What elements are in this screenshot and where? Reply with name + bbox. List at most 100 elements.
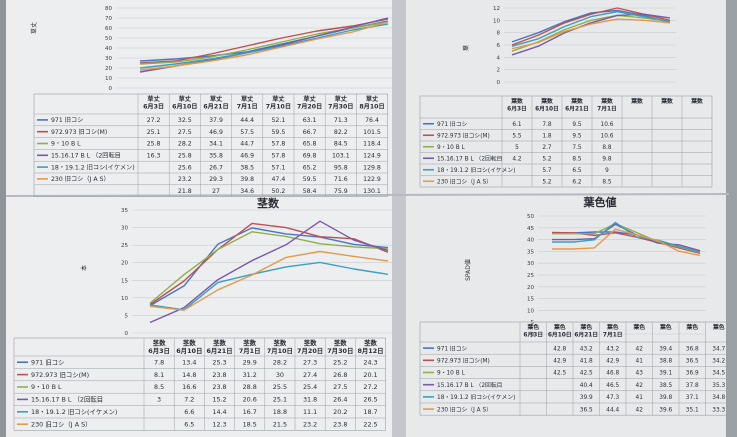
- bottom_left-series-line-4: [149, 220, 389, 324]
- bottom_right-series-line-6: [552, 228, 701, 257]
- bottom_left-table-cell: 30: [276, 371, 284, 379]
- bottom_left-table-cell: 7.2: [184, 396, 194, 404]
- top_left-table-cell: 122.9: [363, 176, 381, 183]
- bottom_left-table-cell: 12.3: [212, 420, 226, 428]
- top_left-y-tick-label: 0: [109, 86, 113, 92]
- top_left-table-header: 草丈 7月20日: [297, 95, 322, 111]
- top_left-table-cell: 63.1: [303, 117, 317, 124]
- bottom_right-table-frame: [419, 321, 733, 416]
- bottom_right-table-header: 葉色: [632, 323, 645, 331]
- top_left-table-header-line: 草丈: [147, 95, 160, 103]
- top_left-table-cell: 25.1: [147, 129, 161, 136]
- bottom_right-table-header: 葉色: [659, 323, 672, 331]
- top_left-table-cell: 129.8: [363, 164, 381, 171]
- top_left-table-header-line: 6月10日: [172, 103, 197, 111]
- bottom_left-table-cell: 11.1: [303, 408, 317, 416]
- bottom_right-legend-label: 18・19.1.2 旧コシ(イケメン): [437, 394, 515, 401]
- top_right-table-cell: 5.2: [542, 156, 552, 162]
- top_left-table-cell: 57.8: [272, 141, 286, 148]
- bottom_right-table-header-line: 葉色: [632, 323, 645, 331]
- top_left-table-cell: 29.3: [209, 176, 223, 183]
- bottom_right-table-header-line: 6月21日: [574, 330, 598, 338]
- bottom_right-table-cell: 43.2: [580, 346, 593, 352]
- top_right-table-header: 葉数 6月21日: [565, 97, 589, 112]
- top_left-table-cell: 69.8: [303, 153, 317, 160]
- top_left-y-tick-label: 10: [105, 76, 112, 82]
- top_left-legend-label: 972.973 旧コシ(M): [51, 129, 107, 136]
- bottom_right-table-cell: 42.5: [553, 371, 566, 377]
- bottom_left-table-cell: 28.2: [273, 358, 287, 366]
- bottom_left-table-frame: [13, 337, 386, 431]
- bottom_left-table-cell: 16.6: [182, 383, 196, 391]
- top_left-table-cell: 46.9: [240, 153, 254, 160]
- top_left-table-cell: 66.7: [303, 129, 317, 136]
- top_right-legend-label: 230 旧コシ（J A S）: [437, 178, 492, 185]
- bottom_right-table-cell: 39.6: [659, 407, 672, 413]
- bottom_right-table-cell: 42: [636, 346, 644, 352]
- right-sheet: [402, 0, 729, 437]
- bottom_right-table-header-line: 6月10日: [548, 330, 572, 338]
- bottom_left-table-cell: 26.8: [333, 371, 347, 379]
- top_right-table-cell: 5: [515, 145, 519, 151]
- top_right-table-cell: 10.6: [601, 133, 614, 139]
- bottom_left-series-line-6: [149, 250, 389, 311]
- top_right-legend-label: 972.973 旧コシ(M): [437, 132, 490, 139]
- bottom_left-table-cell: 27.5: [333, 383, 347, 391]
- top_right-table-cell: 5.7: [542, 168, 552, 174]
- top_right-y-tick-label: 6: [497, 43, 501, 49]
- top_left-y-tick-label: 20: [105, 66, 112, 72]
- bottom_right-table-header-line: 葉色: [659, 323, 672, 331]
- top_left-table-header-line: 草丈: [335, 95, 348, 103]
- top_right-y-tick-label: 0: [497, 80, 501, 86]
- top_right-y-tick-label: 12: [493, 6, 500, 12]
- bottom_left-table-cell: 18.5: [243, 420, 257, 428]
- bottom_left-table-cell: 20.1: [363, 371, 377, 379]
- bottom_left-table-cell: 25.2: [333, 358, 347, 366]
- top_left-table-header: 草丈 7月10日: [266, 95, 291, 111]
- bottom_right-table-header-line: 葉色: [553, 323, 566, 331]
- bottom_left-legend-label: 9・10 B L: [31, 383, 62, 391]
- top_left-table-frame: [33, 93, 388, 197]
- bottom_right-y-tick-label: 5: [531, 320, 535, 326]
- bottom_left-table-cell: 25.1: [273, 396, 287, 404]
- bottom_right-y-tick-label: 15: [527, 297, 534, 303]
- bottom_left-legend-label: 972.973 旧コシ(M): [31, 371, 89, 379]
- top_right-y-axis-label: 葉: [462, 45, 470, 51]
- bottom_left-y-tick-label: 15: [121, 278, 128, 284]
- top_left-table-cell: 75.9: [334, 188, 348, 195]
- top_left-table-header-line: 草丈: [272, 95, 285, 103]
- top_left-table-cell: 57.8: [272, 153, 286, 160]
- top_right-table-cell: 8.5: [602, 179, 612, 185]
- top_left-table-cell: 95.8: [334, 164, 348, 171]
- top_left-table-cell: 58.4: [303, 188, 317, 195]
- bottom_right-table-cell: 36.5: [580, 407, 593, 413]
- bottom_left-y-tick-label: 0: [125, 331, 129, 337]
- bottom_right-table-cell: 43: [636, 371, 644, 377]
- bottom_left-table-cell: 27.2: [363, 383, 377, 391]
- top_left-table-cell: 47.4: [272, 176, 286, 183]
- top_left-table-header: 草丈 7月1日: [237, 95, 258, 111]
- top_right-legend-label: 18・19.1.2 旧コシ(イケメン): [437, 167, 515, 174]
- bottom_right-table-cell: 41: [636, 395, 644, 401]
- top_left-legend-label: 9・10 B L: [51, 141, 81, 148]
- top_right-table-header-line: 葉数: [600, 97, 613, 105]
- bottom_left-table-cell: 27.3: [303, 358, 317, 366]
- bottom_left-table-header-line: 茎数: [304, 338, 317, 347]
- bottom_right-table-cell: 39.4: [659, 346, 672, 352]
- bottom_left-table-header-line: 7月1日: [239, 347, 261, 355]
- bottom_right-table-cell: 35.3: [712, 383, 725, 389]
- bottom_left-table-cell: 20.2: [333, 408, 347, 416]
- top_left-series-line-5: [139, 23, 389, 69]
- top_left-table-cell: 57.5: [240, 129, 254, 136]
- top_left-table-header-line: 6月3日: [143, 103, 164, 111]
- top_right-table-cell: 2.7: [542, 145, 552, 151]
- top_right-table-cell: 9.5: [572, 122, 582, 128]
- bottom_left-table-cell: 6.5: [184, 420, 194, 428]
- bottom_left-table-header: 茎数 7月10日: [267, 338, 293, 355]
- top_right-chart-panel: 葉 12 10 8 6 4 2 0: [462, 6, 676, 86]
- bottom_left-table-cell: 6.6: [184, 408, 194, 416]
